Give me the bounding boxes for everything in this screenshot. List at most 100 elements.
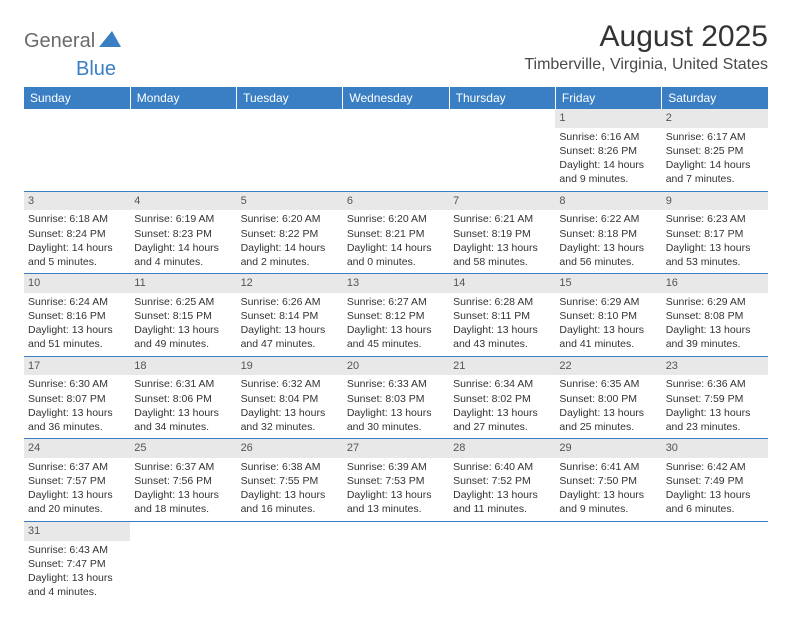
sunrise-text: Sunrise: 6:30 AM: [28, 377, 126, 391]
logo-text-gray: General: [24, 30, 95, 53]
daylight-text: Daylight: 13 hours and 47 minutes.: [241, 323, 339, 351]
calendar-cell: 19Sunrise: 6:32 AMSunset: 8:04 PMDayligh…: [237, 356, 343, 439]
calendar-cell: 5Sunrise: 6:20 AMSunset: 8:22 PMDaylight…: [237, 191, 343, 274]
day-number: 22: [555, 357, 661, 376]
daylight-text: Daylight: 13 hours and 25 minutes.: [559, 406, 657, 434]
day-number: 15: [555, 274, 661, 293]
day-number: 4: [130, 192, 236, 211]
sunrise-text: Sunrise: 6:40 AM: [453, 460, 551, 474]
sunrise-text: Sunrise: 6:36 AM: [666, 377, 764, 391]
sunset-text: Sunset: 8:04 PM: [241, 392, 339, 406]
weekday-header: Saturday: [662, 87, 768, 109]
day-details: Sunrise: 6:29 AMSunset: 8:10 PMDaylight:…: [555, 293, 661, 356]
sunrise-text: Sunrise: 6:33 AM: [347, 377, 445, 391]
sunrise-text: Sunrise: 6:37 AM: [28, 460, 126, 474]
calendar-cell: 31Sunrise: 6:43 AMSunset: 7:47 PMDayligh…: [24, 521, 130, 603]
day-details: Sunrise: 6:37 AMSunset: 7:56 PMDaylight:…: [130, 458, 236, 521]
calendar-cell: [662, 521, 768, 603]
sunset-text: Sunset: 7:53 PM: [347, 474, 445, 488]
calendar-cell: 9Sunrise: 6:23 AMSunset: 8:17 PMDaylight…: [662, 191, 768, 274]
day-number: 13: [343, 274, 449, 293]
sunset-text: Sunset: 8:22 PM: [241, 227, 339, 241]
sunrise-text: Sunrise: 6:43 AM: [28, 543, 126, 557]
weekday-header: Friday: [555, 87, 661, 109]
day-details: Sunrise: 6:34 AMSunset: 8:02 PMDaylight:…: [449, 375, 555, 438]
sunset-text: Sunset: 8:02 PM: [453, 392, 551, 406]
calendar-cell: 16Sunrise: 6:29 AMSunset: 8:08 PMDayligh…: [662, 274, 768, 357]
calendar-cell: 6Sunrise: 6:20 AMSunset: 8:21 PMDaylight…: [343, 191, 449, 274]
calendar-cell: 28Sunrise: 6:40 AMSunset: 7:52 PMDayligh…: [449, 439, 555, 522]
sunrise-text: Sunrise: 6:39 AM: [347, 460, 445, 474]
day-details: Sunrise: 6:42 AMSunset: 7:49 PMDaylight:…: [662, 458, 768, 521]
calendar-cell: 27Sunrise: 6:39 AMSunset: 7:53 PMDayligh…: [343, 439, 449, 522]
day-number: 11: [130, 274, 236, 293]
calendar-cell: 22Sunrise: 6:35 AMSunset: 8:00 PMDayligh…: [555, 356, 661, 439]
sunrise-text: Sunrise: 6:20 AM: [241, 212, 339, 226]
logo: General: [24, 20, 123, 53]
sunrise-text: Sunrise: 6:19 AM: [134, 212, 232, 226]
day-number: 28: [449, 439, 555, 458]
sunset-text: Sunset: 8:11 PM: [453, 309, 551, 323]
day-details: Sunrise: 6:21 AMSunset: 8:19 PMDaylight:…: [449, 210, 555, 273]
daylight-text: Daylight: 13 hours and 11 minutes.: [453, 488, 551, 516]
day-details: Sunrise: 6:20 AMSunset: 8:21 PMDaylight:…: [343, 210, 449, 273]
sunset-text: Sunset: 8:08 PM: [666, 309, 764, 323]
day-details: Sunrise: 6:31 AMSunset: 8:06 PMDaylight:…: [130, 375, 236, 438]
day-details: Sunrise: 6:38 AMSunset: 7:55 PMDaylight:…: [237, 458, 343, 521]
sunset-text: Sunset: 8:10 PM: [559, 309, 657, 323]
day-details: Sunrise: 6:30 AMSunset: 8:07 PMDaylight:…: [24, 375, 130, 438]
daylight-text: Daylight: 13 hours and 6 minutes.: [666, 488, 764, 516]
daylight-text: Daylight: 14 hours and 5 minutes.: [28, 241, 126, 269]
logo-text-blue: Blue: [76, 58, 116, 80]
day-number: 16: [662, 274, 768, 293]
day-details: Sunrise: 6:39 AMSunset: 7:53 PMDaylight:…: [343, 458, 449, 521]
calendar-cell: 25Sunrise: 6:37 AMSunset: 7:56 PMDayligh…: [130, 439, 236, 522]
daylight-text: Daylight: 14 hours and 7 minutes.: [666, 158, 764, 186]
calendar-cell: 30Sunrise: 6:42 AMSunset: 7:49 PMDayligh…: [662, 439, 768, 522]
daylight-text: Daylight: 13 hours and 13 minutes.: [347, 488, 445, 516]
day-number: 24: [24, 439, 130, 458]
day-details: Sunrise: 6:37 AMSunset: 7:57 PMDaylight:…: [24, 458, 130, 521]
calendar-cell: [237, 109, 343, 191]
daylight-text: Daylight: 13 hours and 36 minutes.: [28, 406, 126, 434]
calendar-cell: 29Sunrise: 6:41 AMSunset: 7:50 PMDayligh…: [555, 439, 661, 522]
calendar-header: SundayMondayTuesdayWednesdayThursdayFrid…: [24, 87, 768, 109]
day-number: 29: [555, 439, 661, 458]
sunset-text: Sunset: 8:17 PM: [666, 227, 764, 241]
calendar-cell: [555, 521, 661, 603]
sunrise-text: Sunrise: 6:32 AM: [241, 377, 339, 391]
day-details: Sunrise: 6:32 AMSunset: 8:04 PMDaylight:…: [237, 375, 343, 438]
daylight-text: Daylight: 13 hours and 20 minutes.: [28, 488, 126, 516]
month-title: August 2025: [524, 20, 768, 54]
sunrise-text: Sunrise: 6:42 AM: [666, 460, 764, 474]
calendar-cell: 17Sunrise: 6:30 AMSunset: 8:07 PMDayligh…: [24, 356, 130, 439]
day-details: Sunrise: 6:40 AMSunset: 7:52 PMDaylight:…: [449, 458, 555, 521]
sunrise-text: Sunrise: 6:25 AM: [134, 295, 232, 309]
calendar-cell: 4Sunrise: 6:19 AMSunset: 8:23 PMDaylight…: [130, 191, 236, 274]
sunrise-text: Sunrise: 6:41 AM: [559, 460, 657, 474]
day-number: 31: [24, 522, 130, 541]
sunrise-text: Sunrise: 6:29 AM: [559, 295, 657, 309]
daylight-text: Daylight: 13 hours and 18 minutes.: [134, 488, 232, 516]
calendar-cell: 21Sunrise: 6:34 AMSunset: 8:02 PMDayligh…: [449, 356, 555, 439]
calendar-cell: [130, 109, 236, 191]
sunset-text: Sunset: 8:14 PM: [241, 309, 339, 323]
daylight-text: Daylight: 13 hours and 27 minutes.: [453, 406, 551, 434]
daylight-text: Daylight: 14 hours and 0 minutes.: [347, 241, 445, 269]
sunset-text: Sunset: 8:00 PM: [559, 392, 657, 406]
sunset-text: Sunset: 8:07 PM: [28, 392, 126, 406]
daylight-text: Daylight: 13 hours and 49 minutes.: [134, 323, 232, 351]
day-details: Sunrise: 6:16 AMSunset: 8:26 PMDaylight:…: [555, 128, 661, 191]
day-number: 27: [343, 439, 449, 458]
calendar-page: General August 2025 Timberville, Virgini…: [0, 0, 792, 623]
sunset-text: Sunset: 7:59 PM: [666, 392, 764, 406]
sunrise-text: Sunrise: 6:31 AM: [134, 377, 232, 391]
calendar-cell: [449, 109, 555, 191]
day-details: Sunrise: 6:17 AMSunset: 8:25 PMDaylight:…: [662, 128, 768, 191]
calendar-cell: [343, 521, 449, 603]
calendar-body: 1Sunrise: 6:16 AMSunset: 8:26 PMDaylight…: [24, 109, 768, 603]
day-number: 10: [24, 274, 130, 293]
calendar-cell: 26Sunrise: 6:38 AMSunset: 7:55 PMDayligh…: [237, 439, 343, 522]
daylight-text: Daylight: 13 hours and 32 minutes.: [241, 406, 339, 434]
sunrise-text: Sunrise: 6:26 AM: [241, 295, 339, 309]
